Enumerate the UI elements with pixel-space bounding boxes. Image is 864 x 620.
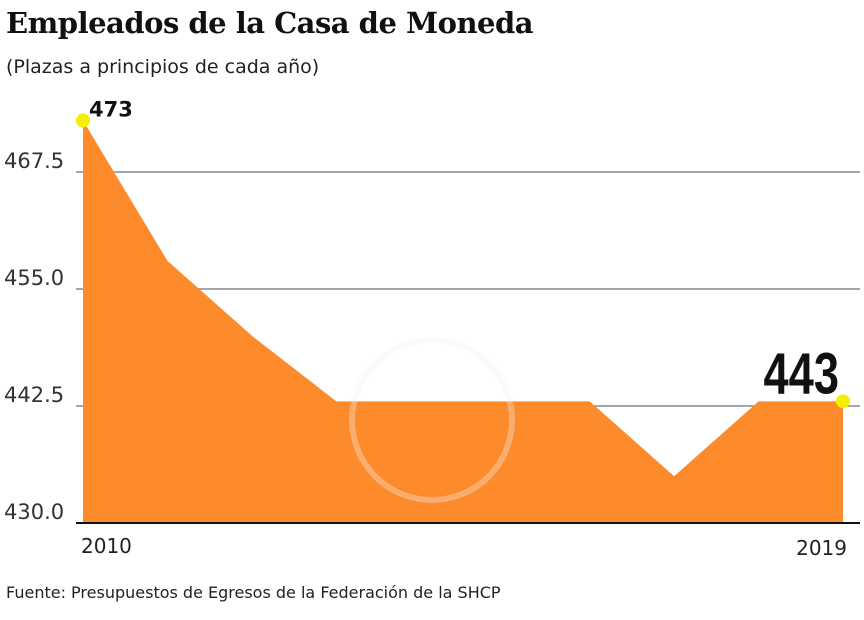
data-label: 443 — [764, 342, 839, 407]
y-tick-label: 467.5 — [4, 149, 64, 173]
y-tick-label: 442.5 — [4, 383, 64, 407]
data-label: 473 — [89, 98, 133, 122]
x-tick-label: 2010 — [81, 534, 132, 558]
watermark-logo — [349, 337, 515, 503]
data-point-marker — [76, 113, 90, 128]
source-note: Fuente: Presupuestos de Egresos de la Fe… — [6, 583, 501, 602]
data-point-marker — [836, 394, 850, 409]
y-tick-label: 455.0 — [4, 266, 64, 290]
x-tick-label: 2019 — [796, 536, 847, 560]
chart-title: Empleados de la Casa de Moneda — [6, 6, 534, 40]
chart-subtitle: (Plazas a principios de cada año) — [6, 56, 320, 78]
area-series — [83, 120, 843, 524]
y-tick-label: 430.0 — [4, 500, 64, 524]
